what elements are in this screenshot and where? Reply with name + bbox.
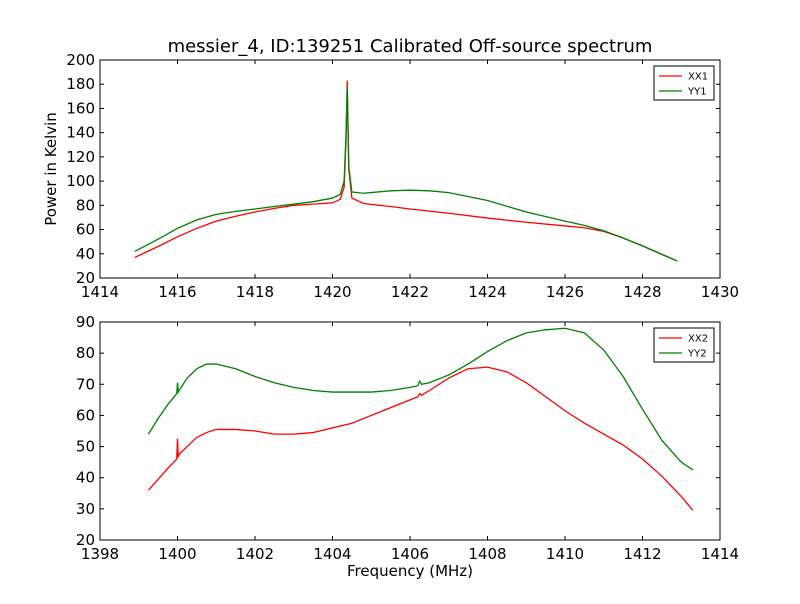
y-tick-label: 100 — [66, 172, 95, 190]
x-tick-label: 1404 — [313, 545, 351, 563]
x-tick-label: 1400 — [158, 545, 196, 563]
y-tick-label: 80 — [76, 196, 95, 214]
y-tick-label: 140 — [66, 124, 95, 142]
x-tick-label: 1402 — [236, 545, 274, 563]
y-tick-label: 50 — [76, 438, 95, 456]
bottom-subplot: 1398 1400 1402 1404 1406 1408 1410 1412 1414 20 30… — [76, 313, 739, 580]
x-tick-label: 1408 — [468, 545, 506, 563]
x-tick-label: 1428 — [623, 283, 661, 301]
x-tick-label: 1420 — [313, 283, 351, 301]
legend-box — [653, 65, 715, 101]
y-tick-label: 70 — [76, 375, 95, 393]
axes-frame — [99, 321, 721, 541]
series-line-xx2 — [147, 366, 694, 511]
legend-label-yy1: YY1 — [687, 87, 707, 98]
y-tick-label: 200 — [66, 51, 95, 69]
legend-label-xx1: XX1 — [688, 72, 708, 83]
x-tick-label: 1406 — [391, 545, 429, 563]
legend-box — [653, 327, 715, 363]
x-tick-label: 1410 — [546, 545, 584, 563]
x-tick-label: 1414 — [81, 283, 119, 301]
y-tick-label: 40 — [76, 245, 95, 263]
y-tick-label: 90 — [76, 313, 95, 331]
series-line-xx1 — [134, 80, 678, 262]
x-tick-label: 1398 — [81, 545, 119, 563]
y-tick-label: 20 — [76, 269, 95, 287]
y-tick-label: 80 — [76, 344, 95, 362]
x-tick-label: 1426 — [546, 283, 584, 301]
x-tick-label: 1412 — [623, 545, 661, 563]
x-tick-label: 1422 — [391, 283, 429, 301]
y-tick-label: 120 — [66, 148, 95, 166]
top-subplot: 1414 1416 1418 1420 1422 1424 1426 1428 1430 20 40… — [42, 51, 739, 301]
y-tick-label: 30 — [76, 500, 95, 518]
y-axis-label: Power in Kelvin — [42, 112, 60, 226]
y-tick-label: 60 — [76, 221, 95, 239]
y-tick-label: 180 — [66, 75, 95, 93]
x-axis-label: Frequency (MHz) — [347, 562, 473, 580]
x-tick-label: 1418 — [236, 283, 274, 301]
y-tick-label: 160 — [66, 99, 95, 117]
x-tick-label: 1416 — [158, 283, 196, 301]
figure-title: messier_4, ID:139251 Calibrated Off-sour… — [168, 36, 653, 57]
axes-frame — [99, 59, 721, 279]
y-tick-label: 20 — [76, 531, 95, 549]
series-line-yy1 — [134, 87, 678, 262]
legend-label-yy2: YY2 — [687, 349, 707, 360]
y-tick-label: 40 — [76, 469, 95, 487]
x-tick-label: 1430 — [701, 283, 739, 301]
legend-label-xx2: XX2 — [688, 334, 708, 345]
x-tick-label: 1414 — [701, 545, 739, 563]
series-line-yy2 — [147, 327, 694, 471]
x-tick-label: 1424 — [468, 283, 506, 301]
y-tick-label: 60 — [76, 406, 95, 424]
